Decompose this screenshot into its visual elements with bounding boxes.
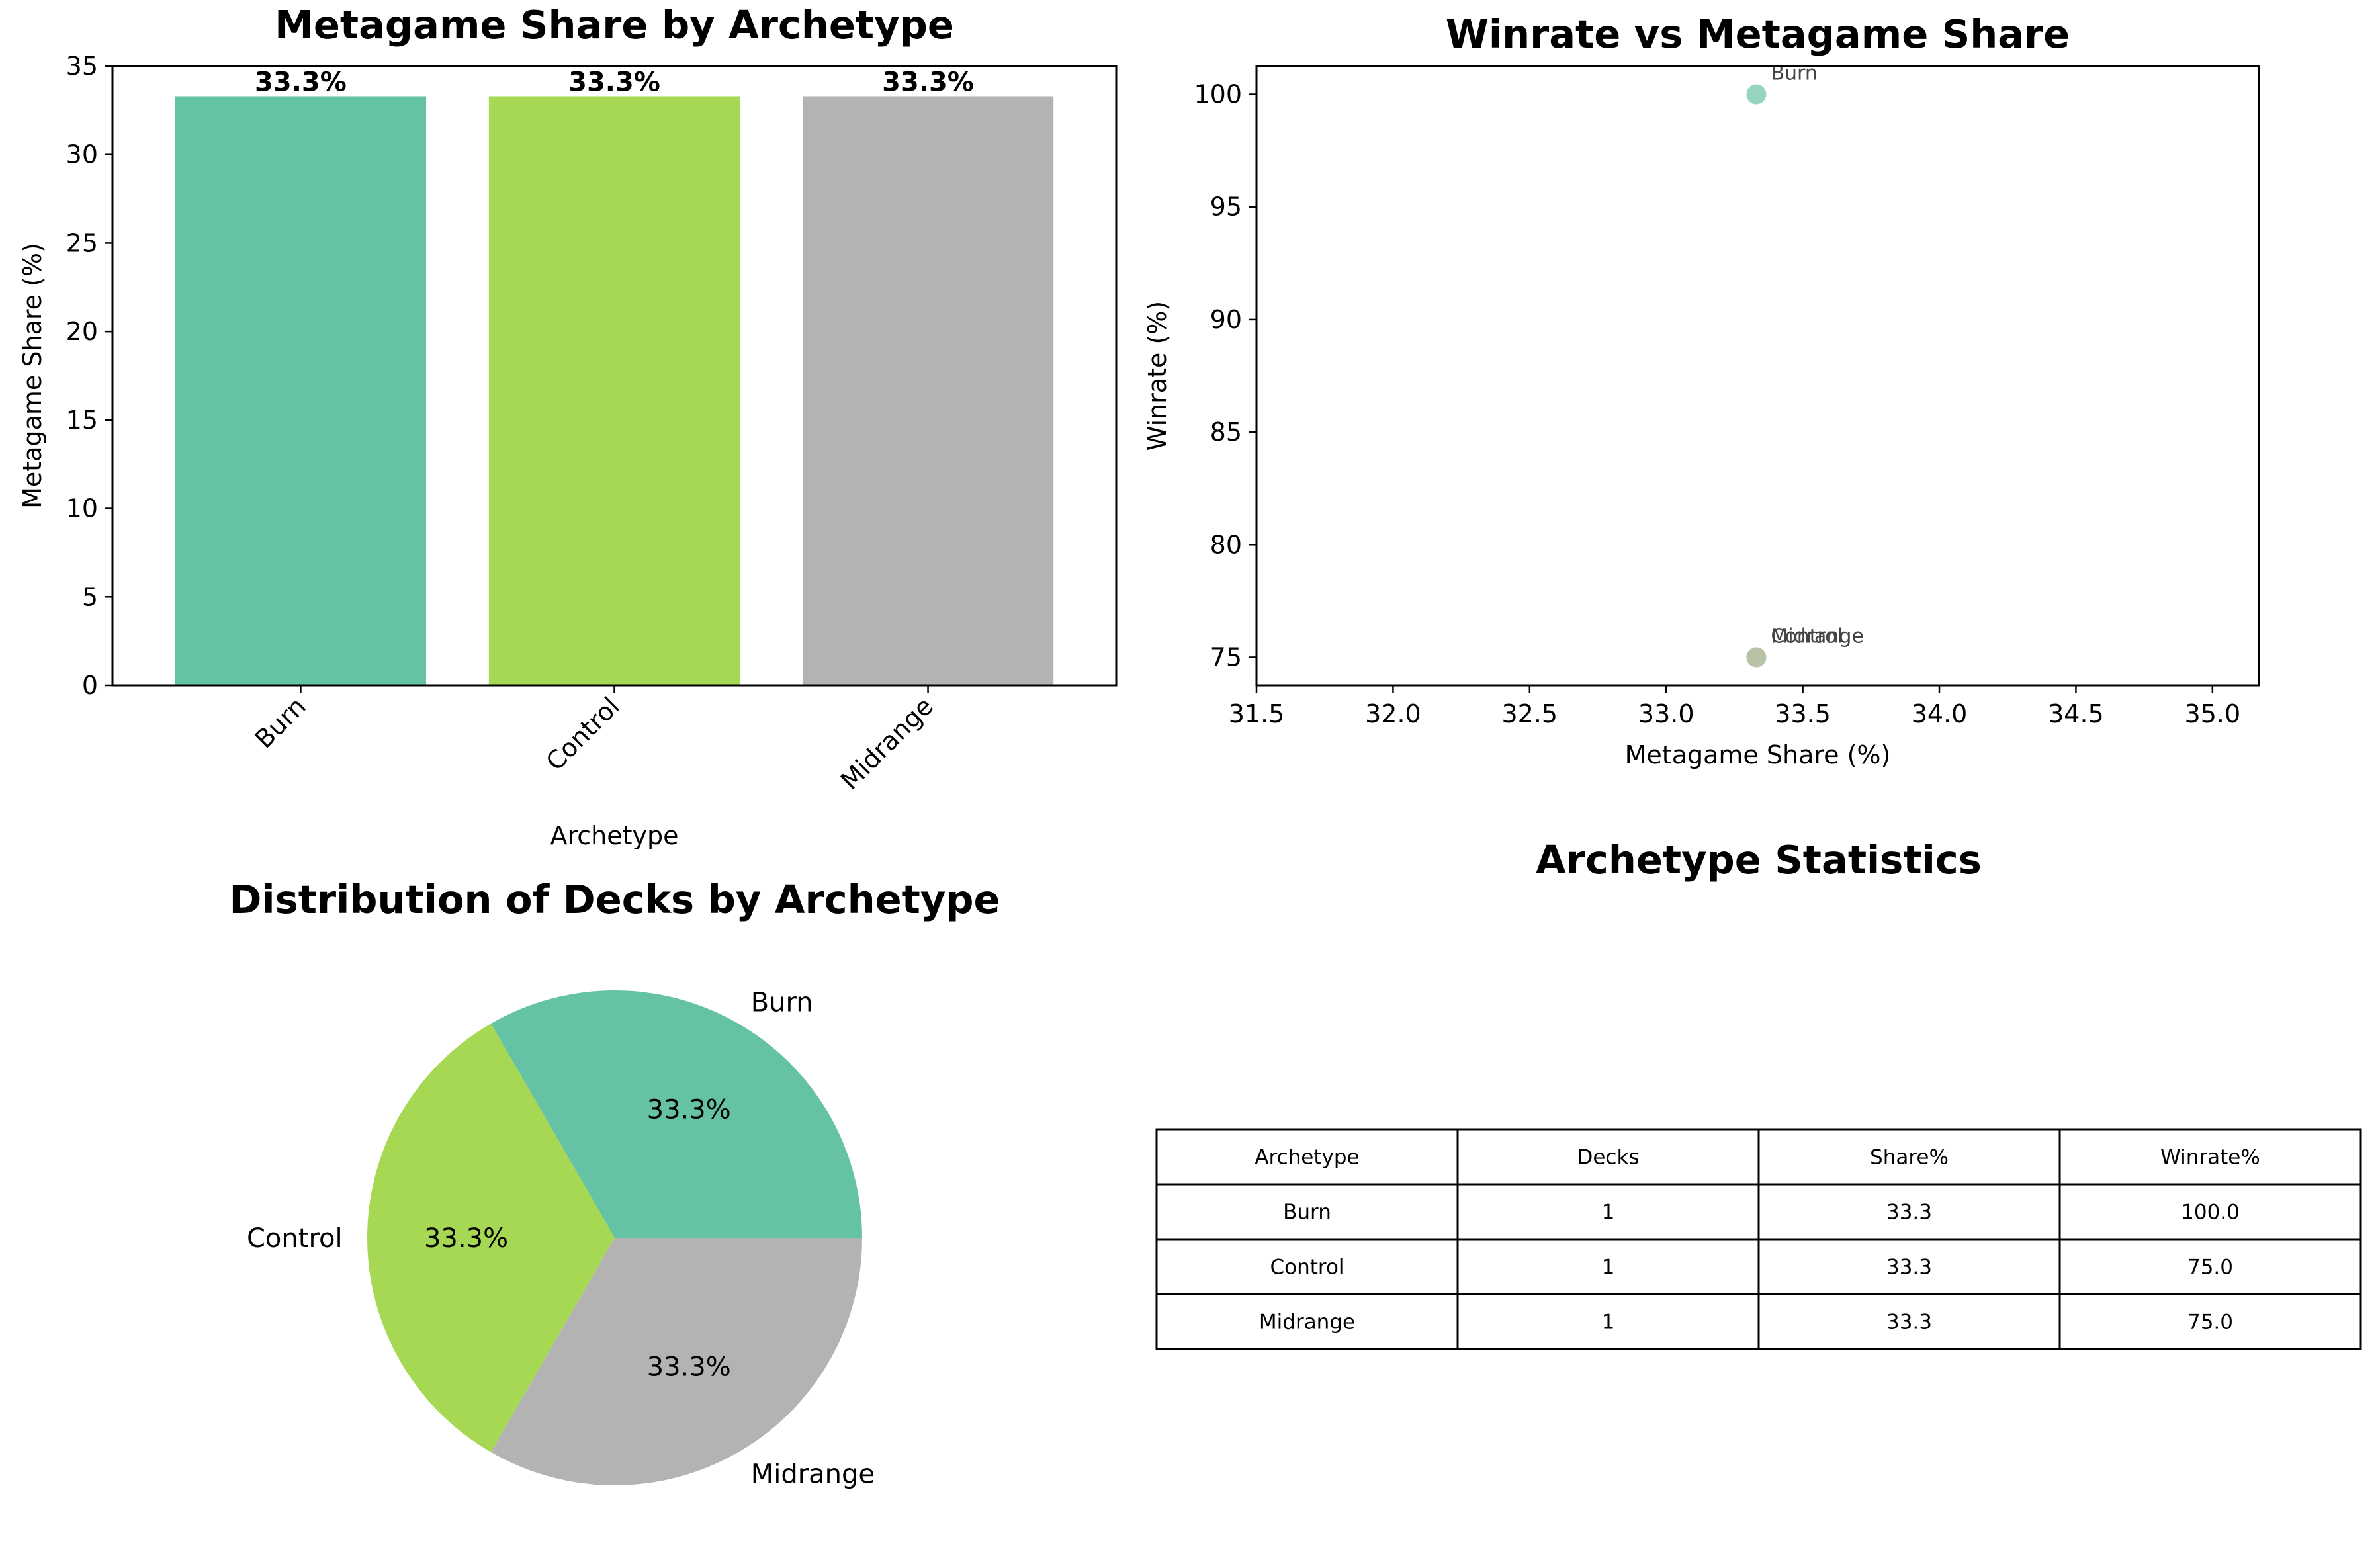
x-axis-label: Archetype: [550, 821, 678, 850]
scatter-point-midrange: [1746, 647, 1767, 668]
point-annotation: Control: [1771, 625, 1842, 648]
bar-value-label: 33.3%: [882, 67, 974, 97]
pie-percent-label: 33.3%: [647, 1352, 731, 1382]
table-cell: [2058, 1183, 2362, 1241]
table-cell: [1757, 1238, 2061, 1295]
table-cell: [1155, 1183, 1459, 1241]
y-tick-label: 30: [66, 140, 98, 169]
x-tick-label: Control: [541, 691, 625, 776]
table-cell: [2058, 1238, 2362, 1295]
bar-midrange: [802, 96, 1054, 685]
table-cell-text: 1: [1602, 1201, 1615, 1225]
table-cell: [2058, 1293, 2362, 1350]
table-cell-text: 33.3: [1886, 1201, 1932, 1225]
table-cell-text: 75.0: [2187, 1256, 2233, 1280]
table-header-cell: [1155, 1128, 1459, 1186]
table-panel: Archetype Decks Share% Winrate% Burn 1 33.3 100…: [1155, 837, 2362, 1350]
table-cell: [1155, 1293, 1459, 1350]
table-cell-text: 1: [1602, 1256, 1615, 1280]
table-cell-text: 100.0: [2181, 1201, 2240, 1225]
table-header-text: Share%: [1870, 1146, 1949, 1170]
x-tick-label: 31.5: [1229, 699, 1285, 728]
bar-value-label: 33.3%: [255, 67, 347, 97]
table-cell-text: Burn: [1283, 1201, 1331, 1225]
table-header-cell: [1757, 1128, 2061, 1186]
table-header-text: Archetype: [1255, 1146, 1359, 1170]
x-tick-label: Midrange: [835, 691, 939, 795]
bar-chart-panel: 33.3% 33.3% 33.3% 0 5 10 15 20 25 30 35 Burn Control…: [18, 2, 1118, 850]
y-tick-label: 25: [66, 228, 98, 257]
pie-chart-panel: Burn 33.3% Control 33.3% Midrange 33.3% Distri…: [229, 877, 1000, 1489]
y-tick-label: 20: [66, 317, 98, 346]
table-cell-text: Midrange: [1259, 1311, 1355, 1334]
table-cell-text: 1: [1602, 1311, 1615, 1334]
pie-chart-title: Distribution of Decks by Archetype: [229, 877, 1000, 922]
y-tick-label: 80: [1210, 530, 1242, 559]
x-tick-label: 33.5: [1775, 699, 1831, 728]
y-tick-label: 10: [66, 494, 98, 523]
bar-value-label: 33.3%: [568, 67, 660, 97]
y-tick-label: 5: [82, 582, 98, 611]
pie-category-label: Burn: [751, 988, 813, 1018]
y-tick-label: 35: [66, 52, 98, 81]
pie-slice-midrange: [491, 1238, 862, 1485]
x-tick-label: 34.5: [2048, 699, 2104, 728]
y-tick-label: 0: [82, 671, 98, 700]
bar-chart-title: Metagame Share by Archetype: [275, 2, 954, 48]
y-axis-label: Metagame Share (%): [18, 243, 47, 509]
scatter-chart-title: Winrate vs Metagame Share: [1446, 11, 2070, 57]
y-tick-label: 15: [66, 406, 98, 435]
x-tick-label: 35.0: [2185, 699, 2241, 728]
table-cell: [1456, 1238, 1760, 1295]
table-header-text: Decks: [1577, 1146, 1639, 1170]
y-tick-label: 100: [1194, 80, 1242, 109]
bar-control: [488, 96, 740, 685]
pie-category-label: Control: [247, 1223, 343, 1254]
table-cell-text: 75.0: [2187, 1311, 2233, 1334]
y-tick-label: 95: [1210, 193, 1242, 222]
table-cell-text: Control: [1270, 1256, 1344, 1280]
table-cell: [1757, 1183, 2061, 1241]
pie-percent-label: 33.3%: [424, 1223, 508, 1254]
table-cell: [1155, 1238, 1459, 1295]
x-tick-label: 32.5: [1502, 699, 1558, 728]
table-title: Archetype Statistics: [1536, 837, 1982, 883]
x-axis-label: Metagame Share (%): [1625, 740, 1891, 769]
bar-burn: [175, 96, 427, 685]
y-tick-label: 90: [1210, 305, 1242, 334]
x-tick-label: Burn: [249, 691, 312, 754]
x-tick-label: 34.0: [1912, 699, 1968, 728]
table-cell-text: 33.3: [1886, 1311, 1932, 1334]
table-cell: [1456, 1293, 1760, 1350]
pie-percent-label: 33.3%: [647, 1095, 731, 1125]
scatter-axes-frame: [1255, 65, 2260, 687]
y-axis-label: Winrate (%): [1143, 301, 1172, 451]
table-header-text: Winrate%: [2160, 1146, 2260, 1170]
point-annotation: Midrange: [1771, 625, 1864, 648]
x-tick-label: 33.0: [1638, 699, 1695, 728]
y-tick-label: 85: [1210, 417, 1242, 447]
scatter-point-burn: [1746, 84, 1767, 105]
pie-slice-burn: [491, 990, 862, 1238]
pie-category-label: Midrange: [751, 1459, 875, 1489]
x-tick-label: 32.0: [1365, 699, 1421, 728]
y-tick-label: 75: [1210, 642, 1242, 672]
table-cell-text: 33.3: [1886, 1256, 1932, 1280]
